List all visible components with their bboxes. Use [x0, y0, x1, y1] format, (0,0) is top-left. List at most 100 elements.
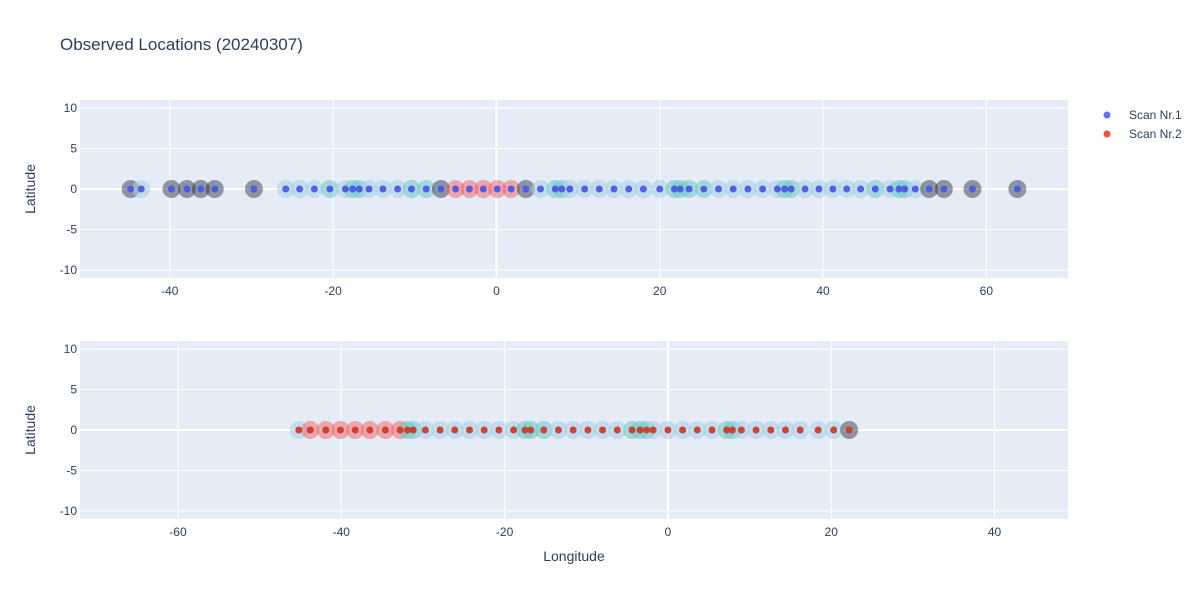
data-point[interactable]: [693, 426, 701, 434]
data-point[interactable]: [480, 426, 488, 434]
data-point[interactable]: [421, 426, 429, 434]
data-point[interactable]: [759, 185, 767, 193]
data-point[interactable]: [408, 185, 416, 193]
data-point[interactable]: [895, 185, 903, 193]
data-point[interactable]: [250, 185, 258, 193]
data-point[interactable]: [197, 185, 205, 193]
data-point[interactable]: [127, 185, 135, 193]
data-point[interactable]: [901, 185, 909, 193]
data-point[interactable]: [365, 185, 373, 193]
data-point[interactable]: [744, 185, 752, 193]
data-point[interactable]: [781, 185, 789, 193]
data-point[interactable]: [729, 185, 737, 193]
data-point[interactable]: [801, 185, 809, 193]
data-point[interactable]: [670, 185, 678, 193]
data-point[interactable]: [845, 426, 853, 434]
data-point[interactable]: [610, 185, 618, 193]
data-point[interactable]: [708, 426, 716, 434]
data-point[interactable]: [796, 426, 804, 434]
data-point[interactable]: [493, 185, 501, 193]
data-point[interactable]: [857, 185, 865, 193]
data-point[interactable]: [628, 426, 636, 434]
data-point[interactable]: [814, 426, 822, 434]
data-point[interactable]: [656, 185, 664, 193]
data-point[interactable]: [436, 426, 444, 434]
data-point[interactable]: [554, 426, 562, 434]
data-point[interactable]: [595, 185, 603, 193]
data-point[interactable]: [183, 185, 191, 193]
data-point[interactable]: [403, 426, 411, 434]
data-point[interactable]: [781, 426, 789, 434]
data-point[interactable]: [584, 426, 592, 434]
data-point[interactable]: [643, 426, 651, 434]
data-point[interactable]: [886, 185, 894, 193]
data-point[interactable]: [355, 185, 363, 193]
data-point[interactable]: [296, 185, 304, 193]
legend-label[interactable]: Scan Nr.1: [1129, 108, 1182, 122]
data-point[interactable]: [566, 185, 574, 193]
data-point[interactable]: [396, 426, 404, 434]
data-point[interactable]: [613, 426, 621, 434]
data-point[interactable]: [581, 185, 589, 193]
data-point[interactable]: [326, 185, 334, 193]
data-point[interactable]: [700, 185, 708, 193]
data-point[interactable]: [422, 185, 430, 193]
data-point[interactable]: [507, 185, 515, 193]
data-point[interactable]: [737, 426, 745, 434]
data-point[interactable]: [752, 426, 760, 434]
data-point[interactable]: [649, 426, 657, 434]
data-point[interactable]: [636, 426, 644, 434]
data-point[interactable]: [510, 426, 518, 434]
data-point[interactable]: [310, 185, 318, 193]
data-point[interactable]: [537, 185, 545, 193]
data-point[interactable]: [551, 185, 559, 193]
data-point[interactable]: [968, 185, 976, 193]
data-point[interactable]: [676, 185, 684, 193]
data-point[interactable]: [664, 426, 672, 434]
data-point[interactable]: [639, 185, 647, 193]
data-point[interactable]: [787, 185, 795, 193]
data-point[interactable]: [167, 185, 175, 193]
data-point[interactable]: [558, 185, 566, 193]
data-point[interactable]: [137, 185, 145, 193]
data-point[interactable]: [540, 426, 548, 434]
data-point[interactable]: [715, 185, 723, 193]
data-point[interactable]: [830, 426, 838, 434]
data-point[interactable]: [451, 426, 459, 434]
data-point[interactable]: [452, 185, 460, 193]
data-point[interactable]: [349, 185, 357, 193]
data-point[interactable]: [336, 426, 344, 434]
legend-label[interactable]: Scan Nr.2: [1129, 127, 1182, 141]
data-point[interactable]: [521, 426, 529, 434]
data-point[interactable]: [379, 185, 387, 193]
data-point[interactable]: [569, 426, 577, 434]
data-point[interactable]: [527, 426, 535, 434]
data-point[interactable]: [306, 426, 314, 434]
data-point[interactable]: [599, 426, 607, 434]
data-point[interactable]: [843, 185, 851, 193]
data-point[interactable]: [465, 426, 473, 434]
data-point[interactable]: [815, 185, 823, 193]
data-point[interactable]: [465, 185, 473, 193]
data-point[interactable]: [940, 185, 948, 193]
data-point[interactable]: [911, 185, 919, 193]
data-point[interactable]: [829, 185, 837, 193]
data-point[interactable]: [394, 185, 402, 193]
data-point[interactable]: [479, 185, 487, 193]
data-point[interactable]: [723, 426, 731, 434]
data-point[interactable]: [437, 185, 445, 193]
data-point[interactable]: [409, 426, 417, 434]
data-point[interactable]: [282, 185, 290, 193]
data-point[interactable]: [366, 426, 374, 434]
data-point[interactable]: [925, 185, 933, 193]
data-point[interactable]: [322, 426, 330, 434]
data-point[interactable]: [767, 426, 775, 434]
data-point[interactable]: [728, 426, 736, 434]
data-point[interactable]: [871, 185, 879, 193]
data-point[interactable]: [351, 426, 359, 434]
data-point[interactable]: [1013, 185, 1021, 193]
data-point[interactable]: [773, 185, 781, 193]
data-point[interactable]: [679, 426, 687, 434]
data-point[interactable]: [211, 185, 219, 193]
data-point[interactable]: [381, 426, 389, 434]
